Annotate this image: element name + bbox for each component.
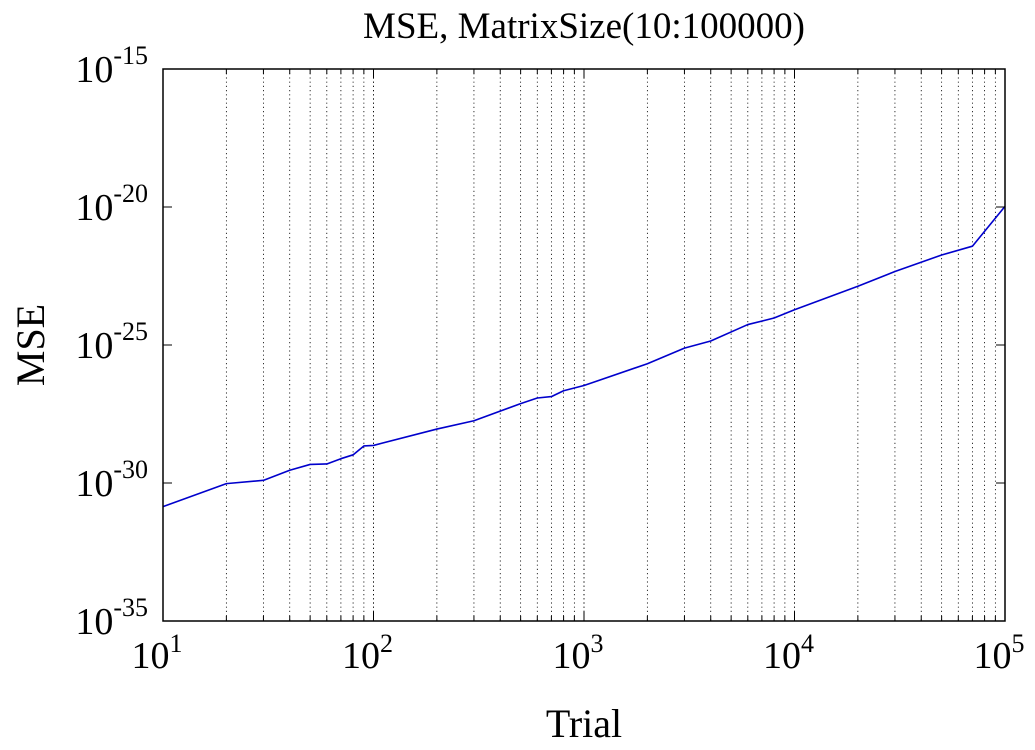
y-axis-label: MSE [8, 304, 53, 386]
series-line [162, 205, 1006, 508]
y-tick-label: 10-20 [75, 179, 148, 229]
x-tick-exponent: 3 [591, 629, 604, 658]
x-tick-label: 104 [763, 629, 814, 677]
y-tick-label: 10-35 [75, 593, 148, 643]
y-tick-base: 10 [75, 463, 113, 505]
x-tick-base: 10 [763, 635, 801, 677]
x-tick-exponent: 5 [1012, 629, 1025, 658]
x-tick-base: 10 [132, 635, 170, 677]
x-tick-label: 103 [553, 629, 604, 677]
y-tick-exponent: -35 [113, 593, 148, 622]
y-tick-base: 10 [75, 601, 113, 643]
chart-title: MSE, MatrixSize(10:100000) [363, 6, 805, 47]
x-tick-label: 101 [132, 629, 183, 677]
y-tick-base: 10 [75, 187, 113, 229]
x-tick-exponent: 4 [801, 629, 814, 658]
y-tick-label: 10-15 [75, 41, 148, 91]
y-tick-exponent: -20 [113, 179, 148, 208]
y-tick-label: 10-30 [75, 455, 148, 505]
x-tick-label: 102 [342, 629, 393, 677]
x-tick-exponent: 1 [170, 629, 183, 658]
x-tick-base: 10 [974, 635, 1012, 677]
x-axis-label: Trial [546, 701, 622, 746]
x-tick-label: 105 [974, 629, 1025, 677]
x-tick-base: 10 [342, 635, 380, 677]
y-tick-base: 10 [75, 325, 113, 367]
y-tick-exponent: -25 [113, 317, 148, 346]
plot-frame [162, 68, 1006, 622]
y-tick-base: 10 [75, 49, 113, 91]
y-tick-label: 10-25 [75, 317, 148, 367]
y-tick-exponent: -15 [113, 41, 148, 70]
y-tick-exponent: -30 [113, 455, 148, 484]
x-tick-exponent: 2 [380, 629, 393, 658]
x-tick-base: 10 [553, 635, 591, 677]
series-layer [162, 205, 1006, 508]
grid-layer [225, 69, 996, 621]
